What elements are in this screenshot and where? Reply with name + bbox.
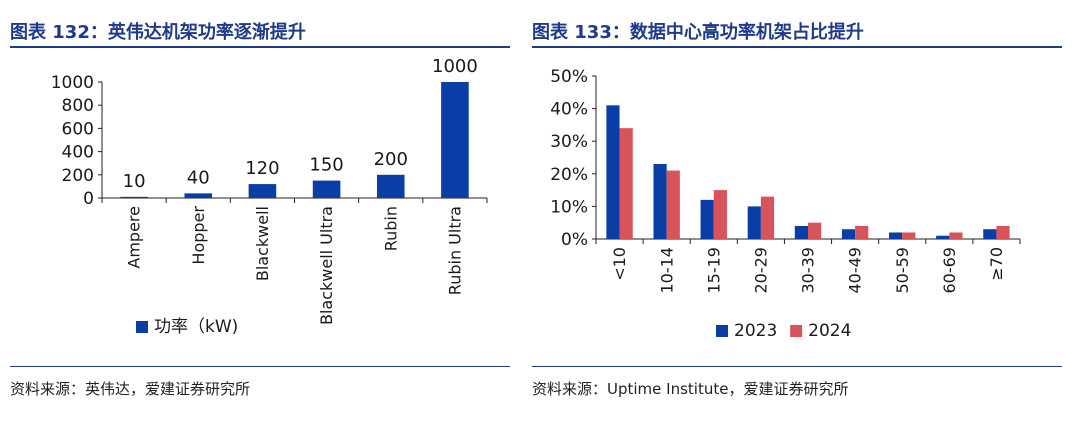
x-category-label: 10-14	[657, 247, 676, 294]
x-category-label: 50-59	[893, 247, 912, 294]
right-source-rule	[532, 366, 1062, 367]
bar-series0-8	[983, 229, 997, 239]
left-title-rule	[10, 46, 510, 48]
x-category-label: 15-19	[704, 247, 723, 294]
bar-series0-3	[747, 206, 761, 239]
left-figure-title: 图表 132：英伟达机架功率逐渐提升	[10, 22, 306, 43]
x-category-label: Blackwell Ultra	[317, 206, 336, 325]
bar-1	[184, 193, 213, 198]
legend-label: 2023	[734, 321, 777, 341]
left-source-note: 资料来源：英伟达，爱建证券研究所	[10, 380, 251, 398]
legend-label: 功率（kW)	[154, 317, 238, 337]
x-category-label: Ampere	[125, 206, 144, 269]
bar-series1-8	[996, 225, 1010, 239]
bar-series0-0	[606, 105, 620, 239]
x-category-label: ≥70	[987, 247, 1006, 281]
data-label: 40	[187, 167, 210, 188]
bar-series1-4	[808, 222, 822, 239]
bar-0	[120, 196, 148, 198]
bar-series0-5	[841, 229, 856, 239]
y-tick-label: 400	[62, 143, 94, 163]
right-figure-title: 图表 133：数据中心高功率机架占比提升	[532, 22, 864, 43]
right-source-note: 资料来源：Uptime Institute，爱建证券研究所	[532, 380, 849, 398]
y-tick-label: 10%	[550, 197, 588, 217]
bar-series1-2	[713, 190, 727, 239]
bar-series0-2	[700, 199, 714, 239]
bar-series1-1	[666, 170, 680, 239]
x-category-label: Hopper	[189, 206, 208, 265]
bar-series1-5	[855, 225, 869, 239]
data-label: 120	[245, 158, 279, 179]
x-category-label: <10	[610, 247, 629, 281]
data-label: 150	[309, 155, 343, 176]
bar-series0-1	[653, 164, 667, 239]
bar-series0-6	[889, 232, 903, 239]
left-source-rule	[10, 366, 510, 367]
right-bar-chart: 0% 10% 20% 30% 40% 50% <10 10-14 15-19 20-29 30-39…	[550, 67, 1021, 341]
data-label: 200	[374, 149, 408, 170]
y-tick-label: 200	[62, 166, 94, 186]
y-tick-label: 0	[83, 189, 94, 209]
bar-4	[376, 174, 405, 198]
y-tick-label: 0%	[561, 230, 588, 250]
legend-label: 2024	[808, 321, 851, 341]
bar-series1-3	[760, 196, 775, 239]
left-bar-chart: 0 200 400 600 800 1000 Ampere Hopper Blackwell Bl…	[51, 56, 488, 337]
data-label: 1000	[432, 56, 478, 77]
data-label: 10	[123, 171, 146, 192]
bar-5	[441, 82, 469, 198]
right-title-rule	[532, 46, 1062, 48]
x-category-label: Blackwell	[253, 206, 272, 281]
bar-series1-7	[949, 232, 963, 239]
legend-swatch	[136, 321, 148, 333]
bar-series1-0	[619, 128, 633, 239]
x-category-label: 40-49	[846, 247, 865, 294]
y-tick-label: 50%	[550, 67, 588, 87]
x-category-label: 60-69	[940, 247, 959, 294]
y-tick-label: 30%	[550, 132, 588, 152]
y-tick-label: 800	[62, 96, 94, 116]
y-tick-label: 40%	[550, 100, 588, 120]
bar-3	[312, 180, 341, 198]
bar-series0-4	[794, 225, 808, 239]
y-tick-label: 600	[62, 119, 94, 139]
y-tick-label: 1000	[51, 73, 94, 93]
bar-series1-6	[902, 232, 916, 239]
y-tick-label: 20%	[550, 165, 588, 185]
x-category-label: Rubin	[381, 206, 400, 251]
bar-2	[248, 184, 277, 198]
x-category-label: Rubin Ultra	[446, 206, 465, 295]
x-category-label: 30-39	[799, 247, 818, 294]
x-category-label: 20-29	[751, 247, 770, 294]
legend-swatch	[716, 325, 728, 337]
bar-series0-7	[936, 235, 950, 239]
legend-swatch	[790, 325, 803, 337]
